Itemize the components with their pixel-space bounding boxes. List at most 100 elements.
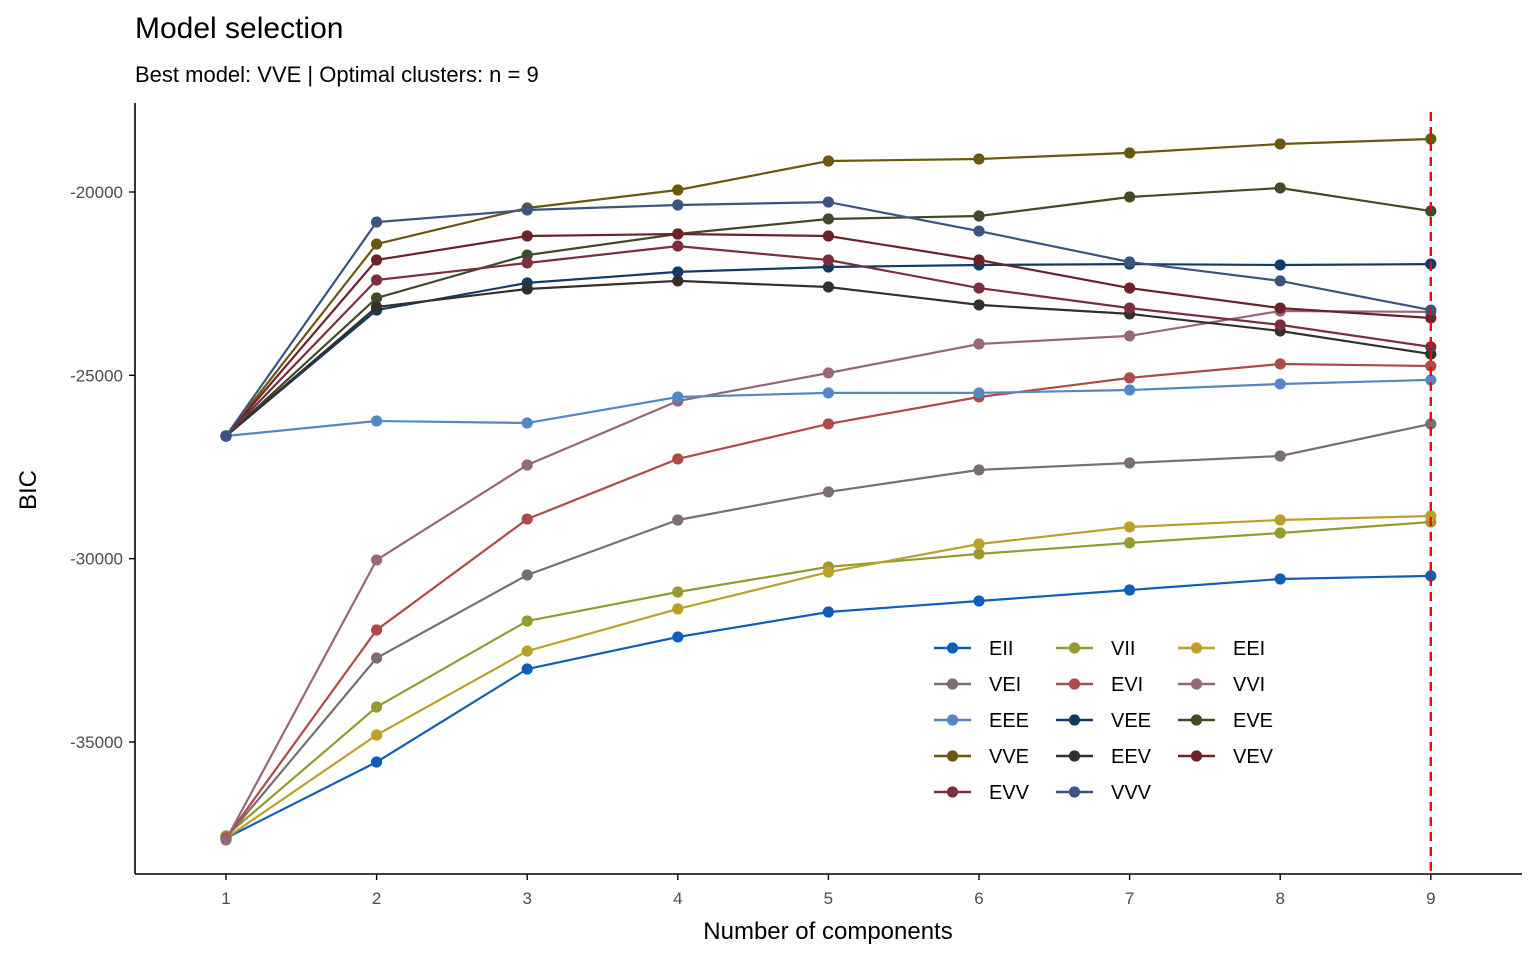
legend-key-point [1190,750,1203,762]
data-point-VEV-3 [521,230,533,242]
legend-key-point [946,714,959,726]
data-point-VVI-2 [371,554,383,566]
data-point-EEI-4 [672,603,684,615]
data-point-EVI-4 [672,453,684,465]
data-point-EEV-3 [521,283,533,295]
data-point-EVV-8 [1274,319,1286,331]
data-point-VEV-4 [672,228,684,240]
y-ticks: -35000 -30000 -25000 -20000 [70,183,135,752]
series-VEV [220,228,1437,442]
legend-label: VVI [1233,674,1265,696]
series-line-EVV [225,244,1431,437]
data-point-VEV-6 [973,254,985,266]
legend-label: VVE [989,746,1029,768]
data-point-EEI-3 [521,645,533,657]
legend-key-point [946,642,959,654]
data-point-VII-6 [973,548,985,560]
data-point-EVE-8 [1274,182,1286,194]
legend-item-EEI: EEI [1178,638,1265,660]
data-point-EEI-5 [822,566,835,578]
data-point-EVE-9 [1425,205,1437,217]
legend-item-EEV: EEV [1056,746,1152,768]
data-point-EII-2 [371,756,383,768]
data-point-VEV-8 [1274,302,1286,314]
data-point-VEE-4 [672,266,684,278]
x-ticks: 1 2 3 4 5 6 7 8 9 [221,874,1436,908]
data-point-VVV-7 [1124,256,1136,268]
data-point-VVV-2 [371,216,383,228]
series-EEV [220,275,1437,442]
series-EEE [220,374,1437,442]
y-tick-label: -30000 [70,550,123,569]
legend-item-EVE: EVE [1178,710,1273,732]
data-point-EEE-2 [371,415,383,427]
data-point-EEI-7 [1124,521,1136,533]
data-point-VEI-8 [1274,450,1286,462]
legend-label: VII [1111,638,1135,660]
data-point-EII-5 [822,606,835,618]
data-point-EEE-6 [973,387,985,399]
legend-key-point [1068,750,1081,762]
x-tick-label: 5 [824,889,833,908]
data-point-EEI-6 [973,538,985,550]
legend-item-EII: EII [934,638,1013,660]
data-point-VVI-7 [1124,330,1136,342]
data-point-EEV-2 [371,301,383,313]
data-point-VEI-2 [371,652,383,664]
data-point-EVI-8 [1274,358,1286,370]
legend: EII VII EEI VEI EVI VVI EEE VEE EVE VVE EEV VEV EVV V… [934,638,1274,804]
data-point-VEV-5 [822,230,835,242]
legend-item-VVV: VVV [1056,782,1152,804]
data-point-EVE-6 [973,210,985,222]
data-point-VVE-8 [1274,138,1286,150]
x-axis-title: Number of components [703,918,952,945]
data-point-EII-6 [973,595,985,607]
legend-label: EVE [1233,710,1273,732]
data-point-VVV-1 [220,430,232,442]
data-point-EEE-7 [1124,384,1136,396]
legend-item-VEV: VEV [1178,746,1274,768]
legend-key-point [1068,642,1081,654]
data-point-EII-8 [1274,573,1286,585]
legend-key-point [1068,714,1081,726]
series-line-EVE [225,186,1431,437]
data-point-VVV-8 [1274,275,1286,287]
x-tick-label: 7 [1125,889,1134,908]
series-EVE [220,182,1437,442]
data-point-EVV-9 [1425,341,1437,353]
legend-label: EVI [1111,674,1143,696]
data-point-VII-8 [1274,527,1286,539]
data-point-VVI-5 [822,367,835,379]
data-point-VVI-1 [220,834,232,846]
data-point-VEI-3 [521,569,533,581]
series-VEI [220,418,1437,844]
legend-label: EEE [989,710,1029,732]
data-point-EVI-2 [371,624,383,636]
legend-key-point [1190,714,1203,726]
chart-subtitle: Best model: VVE | Optimal clusters: n = … [135,62,539,87]
legend-key-point [946,750,959,762]
data-point-VEI-7 [1124,457,1136,469]
y-tick-label: -20000 [70,183,123,202]
legend-label: EEI [1233,638,1265,660]
plot-series [220,133,1437,846]
data-point-VVV-3 [521,204,533,216]
data-point-EEV-6 [973,299,985,311]
data-point-VVE-6 [973,153,985,165]
data-point-EVV-6 [973,282,985,294]
x-tick-label: 3 [522,889,531,908]
data-point-EVI-9 [1425,360,1437,372]
data-point-EVV-5 [822,254,835,266]
data-point-EVI-5 [822,418,835,430]
data-point-EEE-4 [672,391,684,403]
data-point-VEV-2 [371,254,383,266]
data-point-EVE-7 [1124,191,1136,203]
x-tick-label: 9 [1426,889,1435,908]
legend-item-EEE: EEE [934,710,1029,732]
data-point-VEI-9 [1425,418,1437,430]
data-point-VII-3 [521,615,533,627]
data-point-VVV-4 [672,199,684,211]
data-point-VII-2 [371,701,383,713]
legend-item-VVI: VVI [1178,674,1265,696]
legend-key-point [1068,678,1081,690]
